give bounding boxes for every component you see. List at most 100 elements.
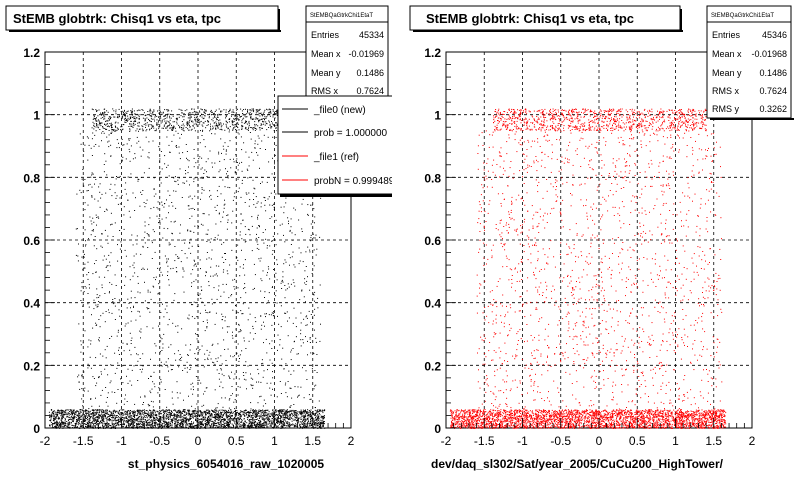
- scatter-point: [53, 423, 55, 425]
- scatter-point: [100, 414, 101, 416]
- scatter-point: [271, 421, 273, 423]
- scatter-point: [139, 315, 141, 317]
- scatter-point: [79, 409, 81, 411]
- scatter-point: [75, 422, 77, 424]
- scatter-point: [168, 409, 170, 411]
- scatter-point: [218, 212, 220, 214]
- scatter-point: [200, 419, 202, 421]
- scatter-point: [211, 409, 213, 411]
- scatter-point: [277, 421, 279, 423]
- scatter-point: [277, 410, 279, 412]
- scatter-point: [110, 427, 112, 429]
- scatter-point: [242, 414, 244, 416]
- scatter-point: [210, 238, 212, 240]
- scatter-point: [176, 415, 178, 417]
- scatter-point: [188, 411, 190, 413]
- scatter-point: [295, 411, 297, 413]
- scatter-point: [176, 147, 178, 148]
- scatter-point: [79, 412, 81, 414]
- scatter-point: [287, 415, 289, 417]
- scatter-point: [78, 415, 80, 417]
- scatter-point: [239, 116, 241, 118]
- scatter-point: [207, 425, 209, 427]
- scatter-point: [245, 414, 247, 416]
- scatter-point: [85, 424, 87, 426]
- scatter-point: [104, 211, 106, 212]
- scatter-point: [229, 424, 230, 425]
- scatter-point: [137, 413, 139, 415]
- scatter-point: [96, 421, 98, 422]
- scatter-point: [205, 411, 207, 413]
- scatter-point: [304, 416, 306, 418]
- scatter-point: [200, 424, 202, 425]
- scatter-point: [125, 112, 127, 114]
- scatter-point: [205, 127, 207, 129]
- scatter-point: [215, 417, 217, 419]
- scatter-point: [66, 425, 68, 427]
- scatter-point: [154, 130, 156, 132]
- scatter-point: [224, 426, 226, 428]
- scatter-point: [266, 108, 267, 110]
- scatter-point: [243, 418, 245, 420]
- scatter-point: [257, 110, 259, 112]
- scatter-point: [242, 118, 244, 120]
- scatter-point: [250, 421, 252, 423]
- scatter-point: [245, 126, 247, 128]
- scatter-point: [62, 422, 64, 424]
- scatter-point: [221, 129, 223, 131]
- scatter-point: [148, 118, 149, 120]
- scatter-point: [92, 109, 94, 111]
- scatter-point: [92, 426, 94, 428]
- scatter-point: [92, 230, 94, 232]
- scatter-point: [202, 419, 204, 421]
- scatter-point: [200, 421, 202, 423]
- scatter-point: [101, 284, 103, 286]
- scatter-point: [194, 116, 196, 118]
- scatter-point: [276, 422, 277, 423]
- scatter-point: [318, 427, 320, 429]
- scatter-point: [235, 416, 237, 418]
- scatter-point: [270, 426, 272, 428]
- scatter-point: [188, 420, 189, 422]
- scatter-point: [248, 420, 250, 421]
- scatter-point: [133, 255, 135, 257]
- scatter-point: [94, 414, 96, 416]
- scatter-point: [57, 411, 59, 413]
- scatter-point: [323, 416, 325, 418]
- scatter-point: [80, 419, 82, 420]
- scatter-point: [94, 419, 96, 421]
- scatter-point: [198, 427, 199, 429]
- scatter-point: [107, 111, 109, 113]
- scatter-point: [80, 416, 82, 418]
- scatter-point: [244, 421, 246, 423]
- scatter-point: [188, 205, 190, 207]
- scatter-point: [228, 111, 230, 113]
- scatter-point: [233, 161, 235, 163]
- scatter-point: [124, 117, 126, 119]
- scatter-point: [160, 411, 162, 413]
- scatter-point: [214, 420, 216, 422]
- scatter-point: [205, 423, 207, 425]
- scatter-point: [134, 414, 136, 416]
- scatter-point: [229, 118, 230, 120]
- scatter-point: [273, 125, 275, 126]
- scatter-point: [184, 367, 186, 369]
- scatter-point: [192, 414, 194, 416]
- scatter-point: [312, 411, 314, 412]
- scatter-point: [295, 410, 297, 412]
- scatter-point: [313, 420, 315, 422]
- scatter-point: [253, 419, 255, 421]
- scatter-point: [221, 243, 223, 245]
- scatter-point: [189, 364, 191, 366]
- scatter-point: [162, 415, 164, 417]
- scatter-point: [77, 420, 79, 422]
- scatter-point: [179, 416, 181, 418]
- scatter-point: [179, 158, 181, 160]
- scatter-point: [237, 423, 239, 425]
- scatter-point: [253, 110, 255, 112]
- scatter-point: [310, 414, 312, 416]
- scatter-point: [143, 415, 145, 417]
- scatter-point: [209, 419, 211, 421]
- scatter-point: [119, 421, 121, 423]
- scatter-point: [106, 125, 108, 127]
